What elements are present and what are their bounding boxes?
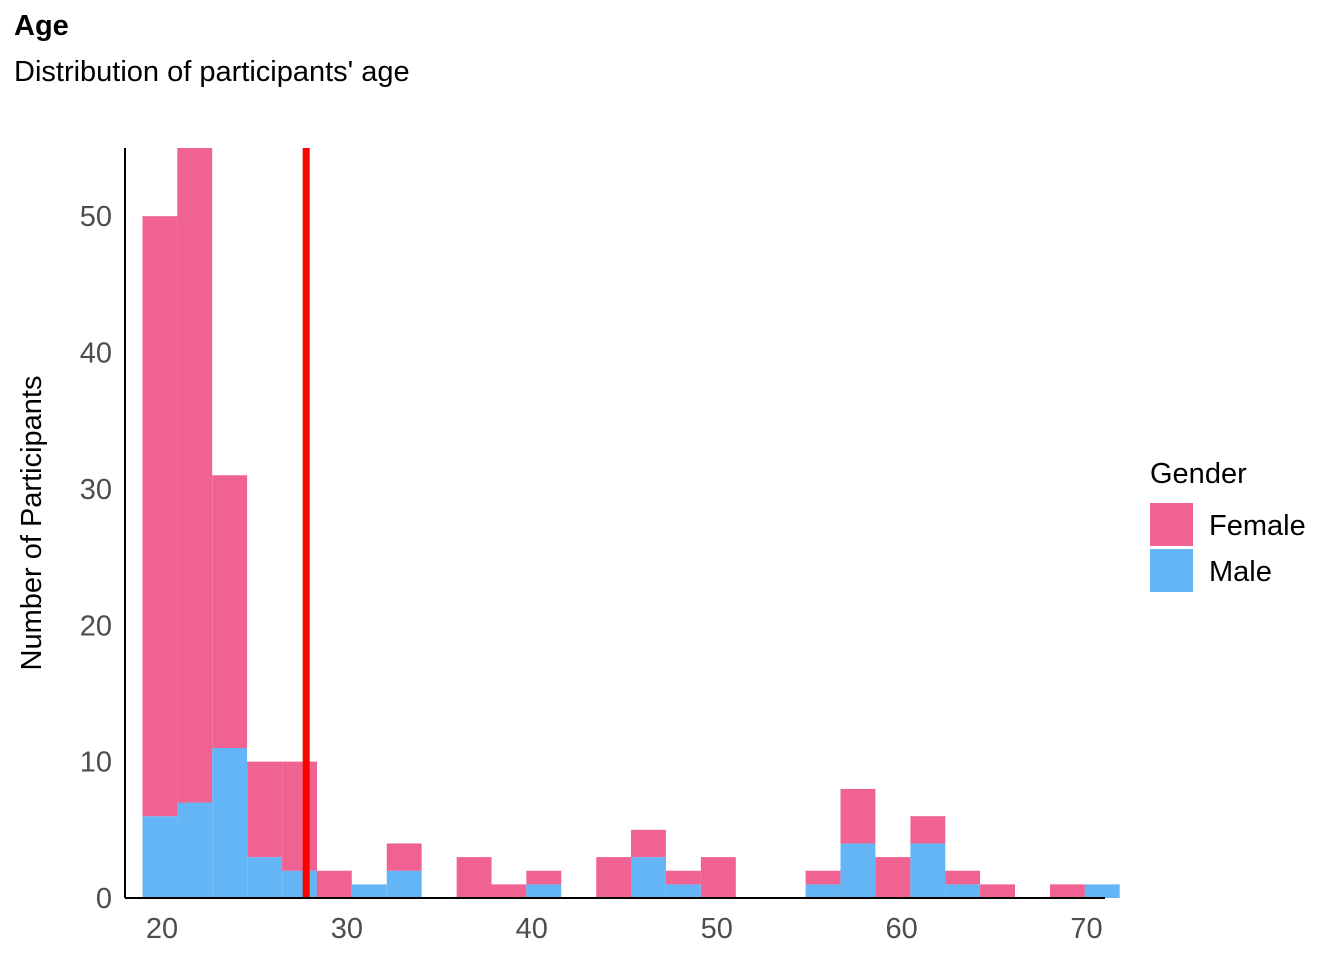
- y-axis-title: Number of Participants: [16, 376, 48, 671]
- chart-title: Age: [14, 10, 69, 42]
- bar-female: [945, 870, 981, 885]
- bar-male: [247, 857, 283, 898]
- bar-female: [282, 761, 317, 871]
- bar-female: [177, 148, 213, 803]
- bar-male: [386, 870, 422, 898]
- legend: Gender Female Male: [1150, 458, 1306, 592]
- bar-male: [945, 884, 981, 898]
- bar-male: [212, 748, 248, 898]
- legend-title: Gender: [1150, 458, 1247, 490]
- x-tick-label: 70: [1070, 913, 1102, 945]
- bar-female: [805, 870, 841, 885]
- bar-male: [665, 884, 701, 898]
- legend-swatch-female: [1150, 503, 1193, 546]
- bar-female: [526, 870, 562, 885]
- bar-female: [665, 870, 701, 885]
- bar-female: [212, 475, 248, 748]
- bar-female: [1050, 884, 1085, 898]
- bar-female: [631, 829, 666, 858]
- bar-female: [386, 843, 422, 871]
- x-tick-label: 30: [331, 913, 363, 945]
- bar-female: [491, 884, 527, 898]
- bar-female: [910, 816, 946, 844]
- legend-label-male: Male: [1209, 556, 1272, 588]
- bar-female: [980, 884, 1016, 898]
- x-tick-label: 40: [516, 913, 548, 945]
- x-tick-label: 60: [885, 913, 917, 945]
- bar-female: [142, 216, 178, 817]
- bar-female: [840, 788, 876, 844]
- bar-female: [700, 857, 736, 898]
- y-tick-label: 0: [96, 883, 112, 915]
- bar-male: [177, 802, 213, 898]
- legend-label-female: Female: [1209, 510, 1306, 542]
- x-tick-label: 20: [146, 913, 178, 945]
- bar-female: [875, 857, 911, 898]
- bar-male: [910, 843, 946, 898]
- bar-female: [596, 857, 632, 898]
- x-tick-label: 50: [701, 913, 733, 945]
- bar-male: [282, 870, 317, 898]
- y-tick-label: 40: [80, 338, 112, 370]
- bar-male: [526, 884, 562, 898]
- y-tick-label: 10: [80, 747, 112, 779]
- bar-male: [142, 816, 178, 898]
- legend-swatch-male: [1150, 549, 1193, 592]
- y-tick-label: 30: [80, 474, 112, 506]
- bar-male: [631, 857, 666, 898]
- bar-female: [456, 857, 492, 898]
- bar-male: [805, 884, 841, 898]
- bar-male: [840, 843, 876, 898]
- bars-group: [142, 148, 1120, 898]
- chart-subtitle: Distribution of participants' age: [14, 56, 410, 88]
- bar-female: [247, 761, 283, 858]
- y-tick-label: 20: [80, 610, 112, 642]
- bar-male: [351, 884, 387, 898]
- bar-male: [1084, 884, 1120, 898]
- axes-group: 0 10 20 30 40 50 20 30 40 50 60 70 Number of Partici…: [16, 148, 1105, 945]
- y-tick-label: 50: [80, 201, 112, 233]
- bar-female: [316, 870, 352, 898]
